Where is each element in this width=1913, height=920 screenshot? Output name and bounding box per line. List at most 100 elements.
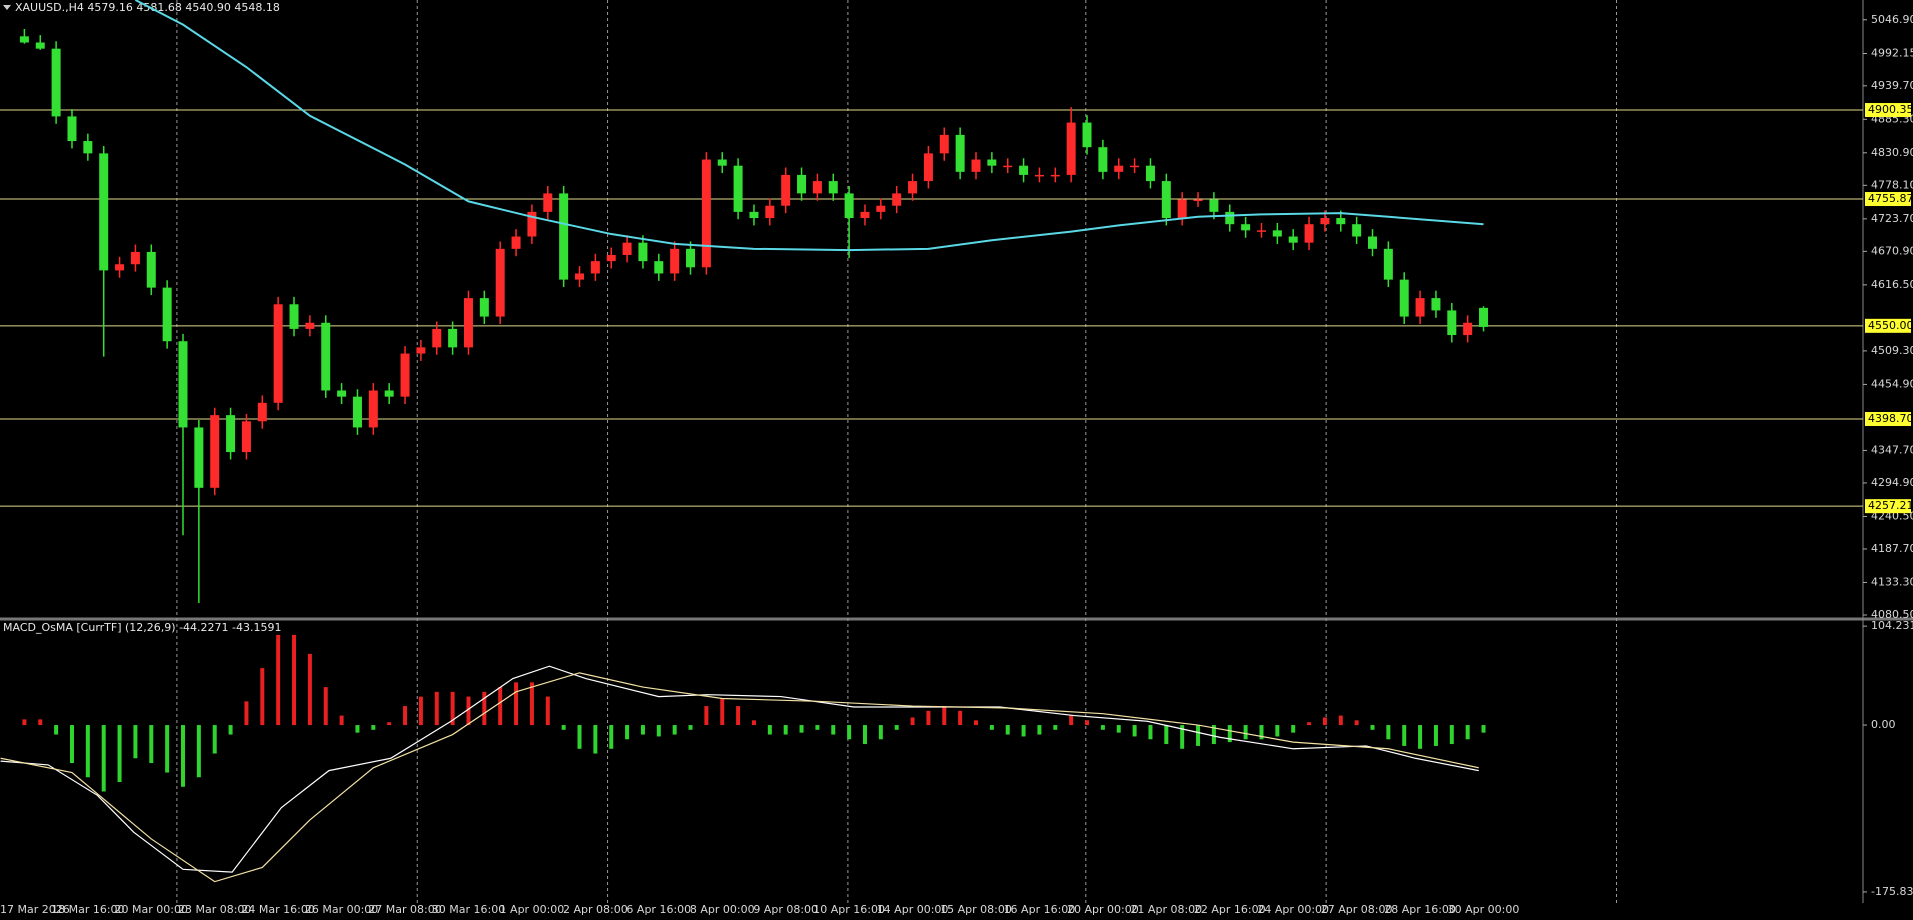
histogram-bar — [212, 725, 217, 754]
y-tick-label: 4187.70 — [1871, 542, 1913, 555]
candle-body — [463, 298, 473, 348]
y-tick-label: 4616.50 — [1871, 278, 1913, 291]
candle-body — [717, 159, 727, 166]
candle-body — [575, 273, 584, 280]
candle-body — [1225, 211, 1235, 225]
y-tick-label: 4992.15 — [1871, 46, 1913, 59]
candle-body — [1193, 199, 1203, 202]
x-tick-label: 2 Apr 08:00 — [563, 903, 628, 916]
histogram-bar — [244, 701, 249, 726]
level-label-bg — [1865, 499, 1911, 514]
indicator-title: MACD_OsMA [CurrTF] (12,26,9) -44.2271 -4… — [3, 621, 281, 634]
y-tick-label: 5046.90 — [1871, 13, 1913, 26]
x-tick-label: 6 Apr 16:00 — [626, 903, 691, 916]
histogram-bar — [894, 725, 899, 730]
candle-body — [257, 402, 267, 422]
candle-body — [686, 248, 696, 268]
candle-body — [797, 174, 807, 194]
histogram-bar — [942, 706, 947, 726]
candle-body — [194, 427, 204, 488]
candle-body — [19, 36, 29, 43]
histogram-bar — [1259, 725, 1264, 740]
x-tick-label: 1 Apr 00:00 — [500, 903, 565, 916]
x-tick-label: 28 Apr 16:00 — [1384, 903, 1456, 916]
histogram-bar — [1465, 725, 1470, 740]
candle-body — [289, 304, 299, 329]
candle-body — [987, 159, 997, 166]
histogram-bar — [529, 682, 534, 726]
histogram-bar — [434, 691, 439, 726]
histogram-bar — [514, 682, 519, 726]
histogram-bar — [1227, 725, 1232, 743]
candle-body — [670, 248, 680, 274]
candle-body — [99, 153, 109, 271]
candle-body — [337, 390, 347, 397]
candle-body — [241, 421, 251, 453]
y-tick-label: 4509.30 — [1871, 344, 1913, 357]
histogram-bar — [1402, 725, 1407, 746]
histogram-bar — [1211, 725, 1216, 745]
histogram-bar — [989, 725, 994, 730]
candle-body — [765, 205, 775, 219]
candle-body — [1130, 165, 1140, 168]
candle-body — [543, 193, 553, 212]
histogram-bar — [371, 725, 376, 730]
candle-body — [527, 211, 537, 237]
histogram-bar — [1433, 725, 1438, 746]
histogram-bar — [656, 725, 661, 737]
histogram-bar — [323, 687, 328, 726]
y-tick-label: 4454.90 — [1871, 377, 1913, 390]
candle-body — [1304, 224, 1314, 243]
y-tick-label: -175.832 — [1871, 885, 1913, 898]
y-tick-label: 104.231 — [1871, 619, 1913, 632]
candle-body — [638, 242, 648, 262]
histogram-bar — [783, 725, 788, 735]
level-label-bg — [1865, 412, 1911, 427]
candle-body — [590, 261, 600, 274]
candle-body — [860, 211, 870, 219]
candle-body — [146, 251, 156, 288]
candle-body — [892, 193, 902, 206]
histogram-bar — [1100, 725, 1105, 730]
x-tick-label: 14 Apr 00:00 — [877, 903, 949, 916]
histogram-bar — [482, 691, 487, 726]
y-tick-label: 0.00 — [1871, 718, 1896, 731]
histogram-bar — [1449, 725, 1454, 745]
candle-body — [1463, 322, 1473, 336]
histogram-bar — [1322, 717, 1327, 726]
candle-body — [971, 159, 981, 172]
histogram-bar — [228, 725, 233, 735]
x-tick-label: 17 Mar 2026 — [0, 903, 70, 916]
histogram-bar — [1132, 725, 1137, 737]
level-label: 4900.35 — [1868, 103, 1913, 116]
histogram-bar — [974, 720, 978, 726]
histogram-bar — [862, 725, 867, 745]
x-tick-label: 27 Mar 08:00 — [368, 903, 441, 916]
histogram-bar — [672, 725, 677, 735]
candle-body — [781, 174, 791, 206]
candle-body — [1479, 307, 1489, 327]
y-tick-label: 4723.70 — [1871, 212, 1913, 225]
x-tick-label: 22 Apr 16:00 — [1194, 903, 1266, 916]
title-arrow — [3, 5, 11, 10]
x-tick-label: 10 Apr 16:00 — [813, 903, 885, 916]
histogram-bar — [926, 710, 931, 726]
candle-body — [1034, 174, 1044, 177]
candle-body — [1145, 165, 1155, 182]
x-tick-label: 24 Apr 00:00 — [1257, 903, 1329, 916]
level-label-bg — [1865, 318, 1911, 333]
histogram-bar — [85, 725, 90, 778]
histogram-bar — [149, 725, 154, 764]
candle-body — [1320, 218, 1330, 225]
histogram-bar — [577, 725, 582, 749]
x-tick-label: 23 Mar 08:00 — [178, 903, 251, 916]
histogram-bar — [1386, 725, 1391, 740]
candle-body — [908, 181, 918, 194]
y-tick-label: 4670.90 — [1871, 244, 1913, 257]
histogram-bar — [767, 725, 772, 735]
x-tick-label: 21 Apr 08:00 — [1130, 903, 1202, 916]
histogram-bar — [1085, 720, 1090, 726]
candle-body — [162, 287, 172, 342]
histogram-bar — [1243, 725, 1248, 740]
